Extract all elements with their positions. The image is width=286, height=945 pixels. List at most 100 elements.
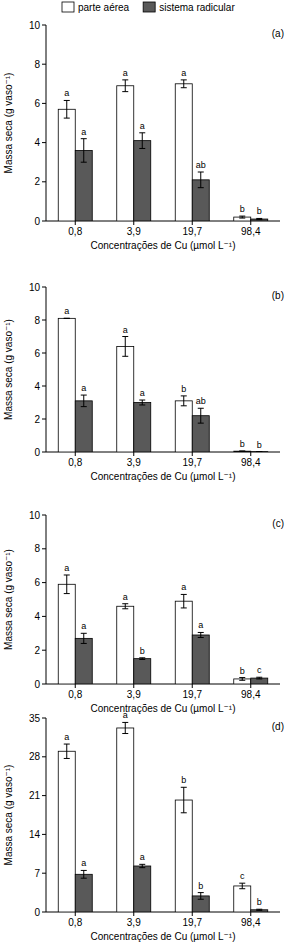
x-axis-label: Concentrações de Cu (µmol L⁻¹)	[91, 471, 236, 482]
legend-label: sistema radicular	[159, 2, 235, 13]
y-tick	[42, 834, 46, 835]
figure: (a)Massa seca (g vaso⁻¹)Concentrações de…	[0, 0, 286, 945]
y-tick-label: 28	[29, 751, 41, 762]
x-tick-label: 0,8	[68, 457, 82, 468]
y-tick-label: 8	[34, 315, 40, 326]
significance-letter: b	[181, 384, 186, 394]
error-bar	[122, 337, 128, 357]
y-tick	[42, 616, 46, 617]
x-tick-label: 0,8	[68, 689, 82, 700]
error-bar	[122, 80, 128, 92]
error-bar	[239, 678, 245, 681]
panel-title: (b)	[272, 290, 284, 301]
error-bar	[181, 80, 187, 88]
y-tick-label: 8	[34, 59, 40, 70]
y-axis-label: Massa seca (g vaso⁻¹)	[3, 765, 14, 866]
y-axis	[46, 25, 47, 221]
bar	[134, 141, 151, 221]
y-tick	[42, 320, 46, 321]
bar	[251, 678, 268, 684]
error-bar	[256, 677, 262, 679]
x-tick-label: 19,7	[183, 689, 203, 700]
bar	[234, 886, 251, 912]
y-tick-label: 4	[34, 137, 40, 148]
panel-title: (d)	[272, 721, 284, 732]
bar	[58, 318, 75, 452]
x-tick-label: 3,9	[127, 457, 141, 468]
significance-letter: a	[123, 68, 128, 78]
significance-letter: a	[64, 732, 69, 742]
bar	[251, 219, 268, 221]
error-bar	[256, 451, 262, 452]
plot-area	[58, 318, 268, 452]
error-bar	[256, 218, 262, 219]
y-tick-label: 0	[34, 447, 40, 458]
plot-area	[58, 80, 268, 221]
y-axis	[46, 287, 47, 452]
bar	[117, 86, 134, 221]
x-tick-label: 98,4	[241, 457, 261, 468]
significance-letter: a	[140, 388, 145, 398]
error-bar	[81, 139, 87, 163]
error-bar	[198, 632, 204, 637]
panel: (b) Massa seca (g vaso⁻¹) Concentrações de…	[3, 282, 284, 483]
significance-letter: b	[240, 439, 245, 449]
significance-letter: ab	[196, 396, 206, 406]
error-bar	[122, 604, 128, 609]
x-tick	[192, 912, 193, 916]
bar	[134, 866, 151, 912]
significance-letter: b	[240, 666, 245, 676]
significance-letter: a	[81, 127, 86, 137]
significance-letter: c	[240, 871, 245, 881]
error-bar	[81, 395, 87, 407]
significance-letter: b	[257, 206, 262, 216]
significance-letter: b	[257, 440, 262, 450]
significance-letter: b	[198, 881, 203, 891]
y-tick-label: 14	[29, 829, 41, 840]
error-bar	[198, 408, 204, 423]
y-axis-label: Massa seca (g vaso⁻¹)	[3, 319, 14, 420]
x-axis-label: Concentrações de Cu (µmol L⁻¹)	[91, 240, 236, 251]
bar	[117, 728, 134, 912]
y-tick	[42, 287, 46, 288]
error-bar	[239, 216, 245, 218]
bar	[175, 601, 192, 684]
error-bar	[64, 744, 70, 758]
error-bar	[139, 133, 145, 149]
y-tick	[42, 684, 46, 685]
x-tick-label: 98,4	[241, 689, 261, 700]
y-tick	[42, 353, 46, 354]
y-tick-label: 21	[29, 790, 41, 801]
y-tick	[42, 419, 46, 420]
panel: (a)Massa seca (g vaso⁻¹)Concentrações de…	[3, 20, 284, 252]
significance-letter: a	[64, 306, 69, 316]
x-axis-label: Concentrações de Cu (µmol L⁻¹)	[91, 703, 236, 714]
y-tick-label: 6	[34, 348, 40, 359]
x-tick-label: 98,4	[241, 226, 261, 237]
y-tick-label: 0	[34, 679, 40, 690]
x-tick-label: 19,7	[183, 917, 203, 928]
y-axis-label: Massa seca (g vaso⁻¹)	[3, 73, 14, 174]
y-tick	[42, 64, 46, 65]
x-tick	[75, 684, 76, 688]
error-bar	[64, 100, 70, 118]
error-bar	[64, 575, 70, 594]
x-tick	[250, 221, 251, 225]
x-tick	[133, 221, 134, 225]
y-tick-label: 6	[34, 577, 40, 588]
bar	[75, 638, 92, 684]
x-tick	[133, 452, 134, 456]
y-tick-label: 2	[34, 414, 40, 425]
error-bar	[181, 396, 187, 406]
error-bar	[139, 864, 145, 867]
y-tick	[42, 718, 46, 719]
bar	[192, 635, 209, 684]
y-tick	[42, 103, 46, 104]
y-tick-label: 0	[34, 216, 40, 227]
significance-letter: b	[257, 897, 262, 907]
y-tick	[42, 181, 46, 182]
error-bar	[181, 594, 187, 608]
x-tick-label: 0,8	[68, 917, 82, 928]
y-tick-label: 2	[34, 176, 40, 187]
significance-letter: a	[198, 620, 203, 630]
